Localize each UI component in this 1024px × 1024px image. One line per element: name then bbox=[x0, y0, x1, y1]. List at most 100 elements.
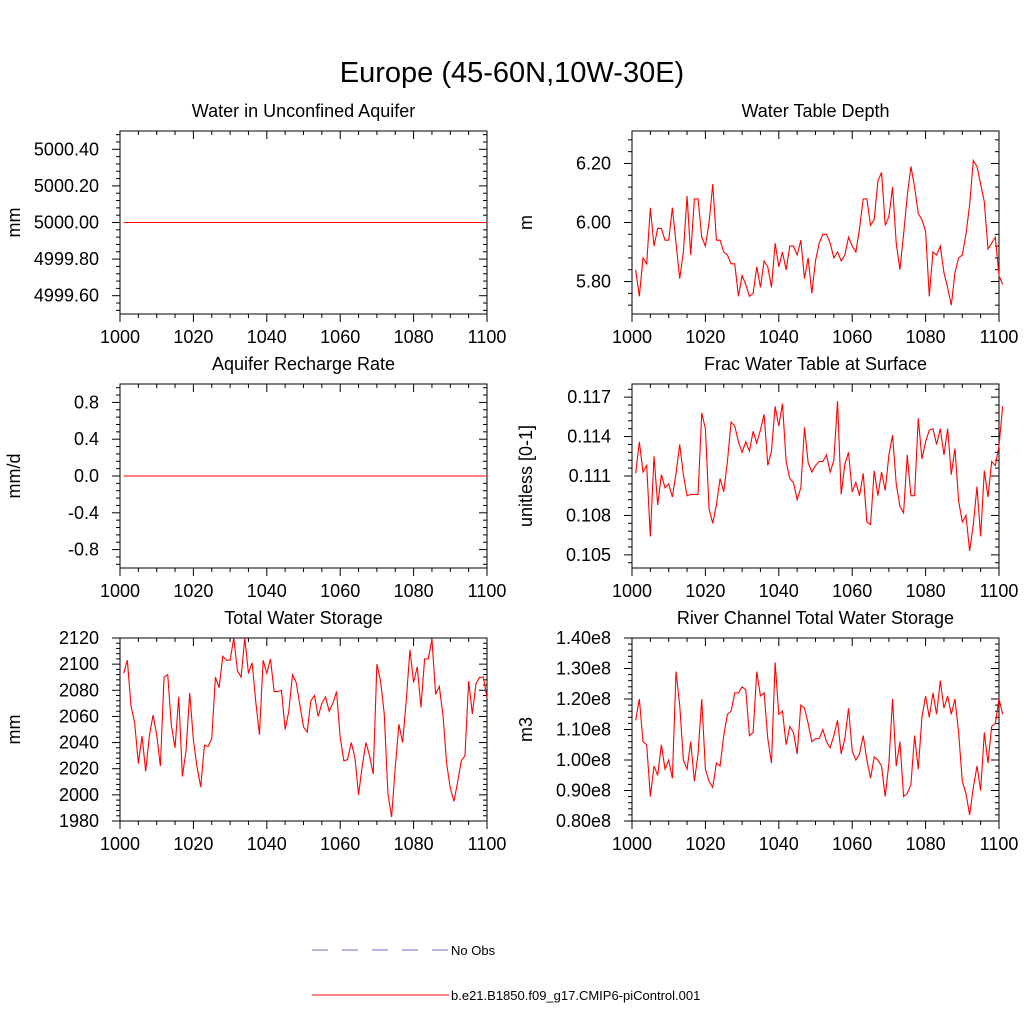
y-tick-label: 1.00e8 bbox=[556, 750, 611, 770]
y-tick-label: 1.10e8 bbox=[556, 720, 611, 740]
chart-panels: Water in Unconfined Aquifer mm 1000 1020 104… bbox=[4, 101, 1018, 854]
series-line bbox=[123, 637, 488, 818]
x-tick-label: 1060 bbox=[832, 834, 872, 854]
y-tick-label: 1980 bbox=[59, 811, 99, 831]
x-tick-label: 1080 bbox=[394, 327, 434, 347]
chart-panel-2: Aquifer Recharge Rate mm/d 1000 1020 1040 106… bbox=[4, 354, 506, 601]
x-tick-label: 1060 bbox=[320, 327, 360, 347]
y-tick-label: 6.20 bbox=[576, 153, 611, 173]
y-tick-label: 6.00 bbox=[576, 213, 611, 233]
x-tick-label: 1060 bbox=[832, 327, 872, 347]
y-tick-label: 0.111 bbox=[569, 466, 611, 486]
y-tick-label: 0.80e8 bbox=[556, 811, 611, 831]
y-tick-label: -0.4 bbox=[68, 503, 99, 523]
x-tick-label: 1040 bbox=[759, 834, 799, 854]
x-tick-label: 1100 bbox=[468, 834, 507, 854]
x-tick-label: 1000 bbox=[612, 834, 652, 854]
x-tick-label: 1020 bbox=[173, 327, 213, 347]
series-line bbox=[635, 662, 1004, 815]
x-tick-label: 1080 bbox=[906, 581, 946, 601]
chart-panel-3: Frac Water Table at Surface unitless [0-1… bbox=[516, 354, 1018, 601]
y-tick-label: 4999.80 bbox=[34, 249, 99, 269]
x-tick-label: 1100 bbox=[980, 834, 1019, 854]
x-tick-label: 1020 bbox=[173, 581, 213, 601]
x-tick-label: 1040 bbox=[247, 834, 287, 854]
y-tick-label: 1.40e8 bbox=[556, 628, 611, 648]
y-tick-label: 2040 bbox=[59, 733, 99, 753]
legend-model-label: b.e21.B1850.f09_g17.CMIP6-piControl.001 bbox=[451, 988, 700, 1003]
x-tick-label: 1100 bbox=[468, 327, 507, 347]
panel-title: Total Water Storage bbox=[224, 608, 382, 628]
y-tick-label: 0.105 bbox=[566, 545, 611, 565]
series-line bbox=[635, 401, 1004, 551]
y-tick-label: 4999.60 bbox=[34, 286, 99, 306]
y-tick-label: 0.117 bbox=[567, 387, 611, 407]
x-tick-label: 1040 bbox=[247, 327, 287, 347]
x-tick-label: 1080 bbox=[906, 834, 946, 854]
chart-panel-4: Total Water Storage mm 1000 1020 1040 1060 108… bbox=[4, 608, 506, 854]
y-tick-label: 0.4 bbox=[74, 429, 99, 449]
panel-title: Water in Unconfined Aquifer bbox=[192, 101, 415, 121]
x-tick-label: 1100 bbox=[468, 581, 507, 601]
y-axis-label: m bbox=[516, 215, 536, 230]
y-tick-label: 2060 bbox=[59, 706, 99, 726]
y-axis-label: unitless [0-1] bbox=[516, 425, 536, 527]
legend-no-obs-label: No Obs bbox=[451, 943, 496, 958]
plot-frame bbox=[631, 130, 1000, 315]
x-tick-label: 1060 bbox=[320, 581, 360, 601]
x-tick-label: 1000 bbox=[612, 327, 652, 347]
x-tick-label: 1000 bbox=[100, 834, 140, 854]
chart-panel-5: River Channel Total Water Storage m3 1000 1… bbox=[516, 608, 1018, 854]
x-tick-label: 1040 bbox=[759, 327, 799, 347]
y-tick-label: 2020 bbox=[59, 759, 99, 779]
y-tick-label: 5000.40 bbox=[34, 139, 99, 159]
chart-panel-0: Water in Unconfined Aquifer mm 1000 1020 104… bbox=[4, 101, 506, 347]
y-tick-label: 2000 bbox=[59, 785, 99, 805]
plot-frame bbox=[631, 637, 1000, 822]
panel-title: Aquifer Recharge Rate bbox=[212, 354, 395, 374]
chart-panel-1: Water Table Depth m 1000 1020 1040 1060 1080 11… bbox=[516, 101, 1018, 347]
panel-title: Water Table Depth bbox=[741, 101, 889, 121]
x-tick-label: 1060 bbox=[832, 581, 872, 601]
legend: No Obs b.e21.B1850.f09_g17.CMIP6-piContr… bbox=[312, 943, 700, 1003]
y-tick-label: 5000.00 bbox=[34, 213, 99, 233]
x-tick-label: 1000 bbox=[100, 327, 140, 347]
x-tick-label: 1000 bbox=[100, 581, 140, 601]
figure-title: Europe (45-60N,10W-30E) bbox=[340, 57, 684, 89]
y-tick-label: 5000.20 bbox=[34, 176, 99, 196]
panel-title: River Channel Total Water Storage bbox=[677, 608, 954, 628]
y-tick-label: 2100 bbox=[59, 654, 99, 674]
x-tick-label: 1100 bbox=[980, 327, 1019, 347]
y-tick-label: 2080 bbox=[59, 680, 99, 700]
y-tick-label: 0.8 bbox=[74, 392, 99, 412]
x-tick-label: 1080 bbox=[394, 834, 434, 854]
x-tick-label: 1020 bbox=[173, 834, 213, 854]
x-tick-label: 1060 bbox=[320, 834, 360, 854]
y-tick-label: 0.90e8 bbox=[556, 781, 611, 801]
x-tick-label: 1080 bbox=[394, 581, 434, 601]
y-tick-label: 0.114 bbox=[567, 427, 611, 447]
y-axis-label: mm bbox=[4, 208, 24, 238]
y-tick-label: 0.108 bbox=[566, 505, 611, 525]
y-tick-label: 5.80 bbox=[576, 272, 611, 292]
y-axis-label: m3 bbox=[516, 717, 536, 742]
x-tick-label: 1020 bbox=[685, 581, 725, 601]
y-axis-label: mm bbox=[4, 715, 24, 745]
x-tick-label: 1000 bbox=[612, 581, 652, 601]
y-tick-label: 1.20e8 bbox=[556, 689, 611, 709]
x-tick-label: 1020 bbox=[685, 834, 725, 854]
plot-frame bbox=[631, 383, 1000, 569]
x-tick-label: 1040 bbox=[247, 581, 287, 601]
y-axis-label: mm/d bbox=[4, 454, 24, 499]
series-line bbox=[635, 158, 1004, 306]
x-tick-label: 1100 bbox=[980, 581, 1019, 601]
plot-frame bbox=[119, 637, 488, 822]
x-tick-label: 1080 bbox=[906, 327, 946, 347]
y-tick-label: 0.0 bbox=[74, 466, 99, 486]
x-tick-label: 1040 bbox=[759, 581, 799, 601]
panel-title: Frac Water Table at Surface bbox=[704, 354, 927, 374]
x-tick-label: 1020 bbox=[685, 327, 725, 347]
y-tick-label: 1.30e8 bbox=[556, 659, 611, 679]
y-tick-label: -0.8 bbox=[68, 540, 99, 560]
